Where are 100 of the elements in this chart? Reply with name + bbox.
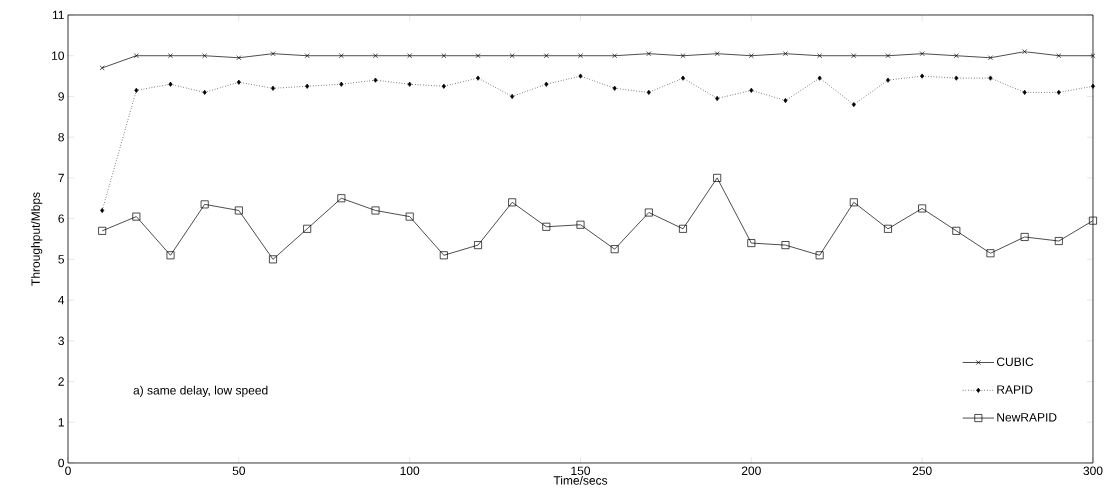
point <box>612 85 617 91</box>
point <box>373 53 378 59</box>
point <box>953 53 959 59</box>
point <box>441 83 446 89</box>
point <box>986 249 995 258</box>
point <box>543 53 549 59</box>
x-tick-label: 250 <box>912 466 932 476</box>
point <box>952 226 961 235</box>
point <box>474 241 482 250</box>
point <box>680 53 686 59</box>
x-tick-label: 300 <box>1083 466 1103 476</box>
point <box>578 53 583 59</box>
point <box>783 97 788 104</box>
point <box>885 53 891 59</box>
point <box>918 204 927 213</box>
point <box>612 53 618 59</box>
point <box>405 212 414 221</box>
point <box>781 241 790 250</box>
legend-label: RAPID <box>997 385 1033 394</box>
point <box>441 53 447 59</box>
point <box>849 198 858 207</box>
point <box>269 255 277 264</box>
point <box>713 173 722 182</box>
x-tick-label: 200 <box>741 466 761 476</box>
point <box>715 95 720 102</box>
point <box>475 53 481 59</box>
point <box>815 251 824 260</box>
point <box>851 53 857 59</box>
point <box>714 51 720 57</box>
point <box>1089 216 1097 225</box>
y-tick-label: 7 <box>58 173 64 183</box>
y-tick-label: 0 <box>58 458 65 468</box>
point <box>338 53 344 59</box>
point <box>303 224 312 233</box>
point <box>542 222 551 231</box>
point <box>132 212 141 221</box>
point <box>373 77 378 83</box>
legend-label: CUBIC <box>996 357 1034 367</box>
point <box>679 224 687 233</box>
point <box>270 51 276 57</box>
point <box>168 81 173 87</box>
point <box>817 53 823 59</box>
point <box>851 102 856 108</box>
point <box>748 53 754 59</box>
point <box>1056 89 1061 95</box>
point <box>988 55 993 61</box>
y-tick-label: 10 <box>52 51 65 60</box>
point <box>234 206 243 215</box>
point <box>510 93 515 99</box>
point <box>646 89 651 95</box>
x-tick-label: 50 <box>232 466 246 476</box>
point <box>168 53 173 59</box>
point <box>920 73 925 79</box>
point <box>954 75 959 81</box>
point <box>680 75 685 81</box>
x-tick-label: 150 <box>571 466 591 476</box>
x-tick-label: 100 <box>400 466 420 476</box>
point <box>371 206 380 215</box>
y-tick-label: 1 <box>58 418 64 427</box>
point <box>1054 237 1063 245</box>
point <box>1022 49 1028 55</box>
point <box>578 73 583 79</box>
y-tick-label: 3 <box>58 336 64 346</box>
point <box>202 89 207 95</box>
point <box>305 83 310 89</box>
point <box>166 251 175 260</box>
legend-label: NewRAPID <box>997 413 1057 422</box>
point <box>1090 83 1095 89</box>
point <box>544 81 549 87</box>
y-tick-label: 8 <box>58 132 64 142</box>
point <box>99 65 105 71</box>
point <box>610 245 619 254</box>
point <box>236 55 242 61</box>
point <box>476 75 480 81</box>
point <box>749 87 754 93</box>
point <box>98 226 107 235</box>
y-axis-title: Throughput/Mbps <box>31 192 43 286</box>
point <box>100 207 105 214</box>
point <box>817 75 822 81</box>
point <box>407 81 412 87</box>
y-tick-label: 11 <box>52 10 64 20</box>
point <box>339 81 344 87</box>
point <box>884 224 892 233</box>
point <box>202 53 208 59</box>
point <box>236 79 241 85</box>
point <box>508 198 517 207</box>
y-tick-label: 9 <box>58 92 64 101</box>
y-tick-label: 5 <box>58 255 64 264</box>
point <box>646 51 652 57</box>
point <box>439 251 448 260</box>
y-tick-label: 4 <box>58 295 65 305</box>
point <box>337 194 346 203</box>
annotation: a) same delay, low speed <box>133 385 268 397</box>
point <box>576 220 585 229</box>
point <box>988 75 993 81</box>
point <box>271 85 275 91</box>
point <box>1022 89 1027 95</box>
x-axis-title: Time/secs <box>553 475 608 485</box>
point <box>407 53 413 59</box>
point <box>747 239 756 248</box>
